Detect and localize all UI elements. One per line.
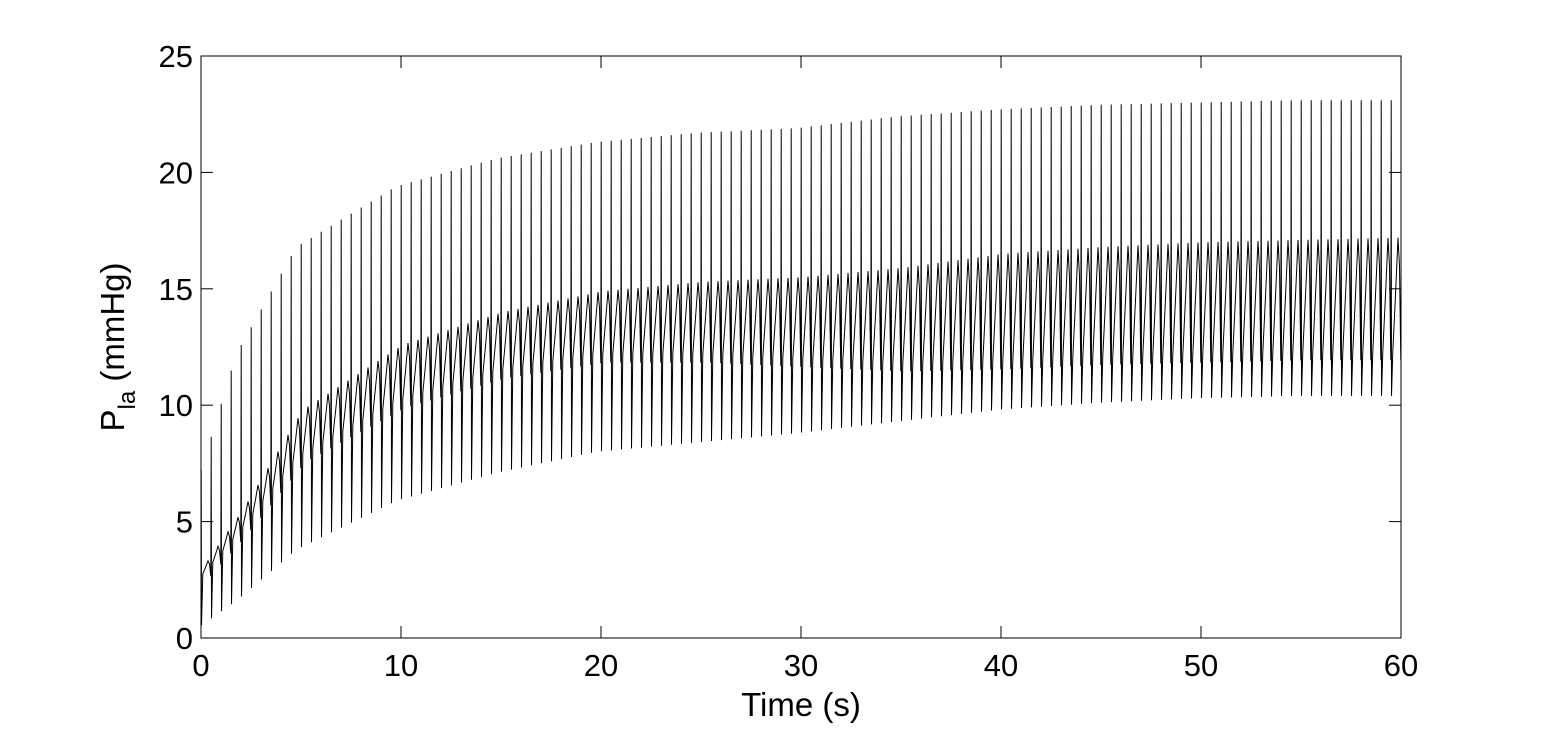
x-tick-label: 30 <box>784 648 818 683</box>
x-tick-label: 40 <box>984 648 1018 683</box>
y-tick-label: 0 <box>176 621 193 656</box>
x-tick-label: 20 <box>584 648 618 683</box>
y-tick-label: 20 <box>159 155 193 190</box>
x-tick-label: 0 <box>192 648 209 683</box>
y-axis-title-suffix: (mmHg) <box>94 262 131 390</box>
y-axis-ticks: 0 5 10 15 20 25 <box>159 39 1401 656</box>
series-waveform <box>200 100 1402 626</box>
x-axis-ticks: 0 10 20 30 40 50 60 <box>192 56 1418 683</box>
y-tick-label: 25 <box>159 39 193 74</box>
x-tick-label: 10 <box>384 648 418 683</box>
x-tick-label: 50 <box>1184 648 1218 683</box>
y-tick-label: 10 <box>159 388 193 423</box>
y-tick-label: 5 <box>176 505 193 540</box>
y-axis-title: Pla (mmHg) <box>94 262 141 431</box>
x-axis-title: Time (s) <box>741 686 861 723</box>
series-line <box>200 100 1402 626</box>
y-tick-label: 15 <box>159 272 193 307</box>
x-tick-label: 60 <box>1384 648 1418 683</box>
y-axis-title-subscript: la <box>114 390 141 409</box>
y-axis-title-base: P <box>94 409 131 431</box>
